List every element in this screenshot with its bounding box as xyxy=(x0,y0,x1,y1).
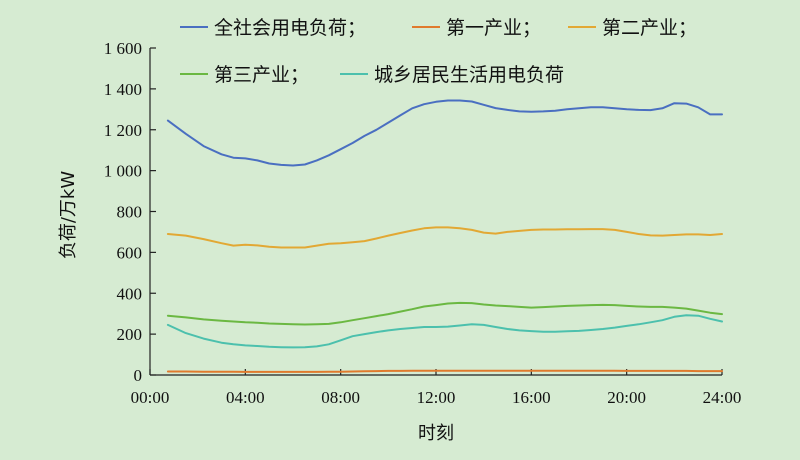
y-tick-label: 1 600 xyxy=(104,39,142,58)
x-tick-label: 12:00 xyxy=(417,388,456,407)
y-axis-title: 负荷/万kW xyxy=(58,171,79,259)
x-tick-label: 16:00 xyxy=(512,388,551,407)
y-tick-label: 1 000 xyxy=(104,162,142,181)
x-tick-label: 00:00 xyxy=(131,388,170,407)
y-tick-label: 800 xyxy=(117,203,143,222)
legend-label: 第一产业； xyxy=(446,17,541,39)
y-tick-label: 1 200 xyxy=(104,121,142,140)
x-tick-label: 24:00 xyxy=(703,388,742,407)
y-tick-label: 0 xyxy=(134,366,143,385)
series-lines xyxy=(166,99,723,373)
series-line-4 xyxy=(166,301,723,326)
legend-label: 第三产业； xyxy=(214,64,309,86)
x-tick-label: 08:00 xyxy=(321,388,360,407)
legend-label: 第二产业； xyxy=(602,17,697,39)
series-line-1 xyxy=(166,99,723,167)
x-tick-label: 04:00 xyxy=(226,388,265,407)
y-tick-label: 400 xyxy=(117,284,143,303)
series-line-2 xyxy=(166,369,723,373)
y-tick-label: 200 xyxy=(117,325,143,344)
axes: 0 200 400 600 800 1 000 1 200 1 400 1 600 00:00 04… xyxy=(104,39,742,407)
x-axis-title: 时刻 xyxy=(418,423,454,444)
x-tick-label: 20:00 xyxy=(607,388,646,407)
legend-label: 全社会用电负荷； xyxy=(214,17,366,39)
y-tick-label: 1 400 xyxy=(104,80,142,99)
legend: 全社会用电负荷； 第一产业； 第二产业； 第三产业； 城乡居民生活用电负荷 xyxy=(180,17,697,86)
legend-label: 城乡居民生活用电负荷 xyxy=(374,64,564,86)
series-line-3 xyxy=(166,226,723,249)
y-tick-label: 600 xyxy=(117,243,143,262)
series-line-5 xyxy=(166,314,723,349)
